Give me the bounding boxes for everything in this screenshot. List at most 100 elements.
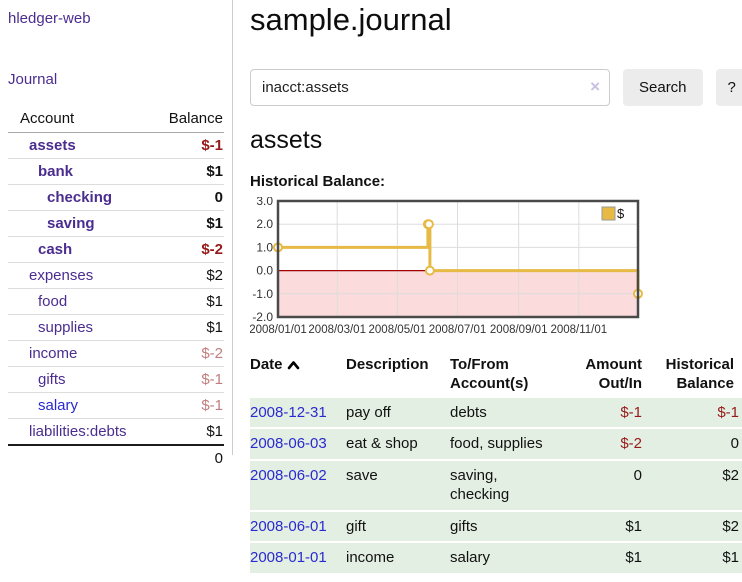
register-row: 2008-01-01 income salary $1 $1 (250, 541, 742, 573)
accounts-total-row: 0 (8, 444, 224, 471)
sort-ascending-icon (287, 360, 299, 369)
transaction-amount: $-1 (574, 397, 650, 429)
nav-journal-link[interactable]: Journal (8, 71, 58, 88)
account-link[interactable]: checking (47, 189, 113, 206)
account-link[interactable]: cash (38, 241, 73, 258)
transaction-date-link[interactable]: 2008-12-31 (250, 403, 327, 421)
transaction-balance: $-1 (650, 397, 742, 429)
register-table: Date Description To/From Account(s) Amou… (250, 353, 742, 573)
register-row: 2008-06-02 save saving, checking 0 $2 (250, 458, 742, 511)
chart-title: Historical Balance: (250, 172, 386, 190)
transaction-description: eat & shop (346, 427, 450, 460)
account-balance: $1 (206, 163, 223, 180)
account-link[interactable]: salary (38, 397, 79, 414)
account-row: liabilities:debts $1 (8, 418, 224, 446)
account-row: salary $-1 (8, 392, 224, 419)
account-row: income $-2 (8, 340, 224, 367)
account-link[interactable]: gifts (38, 371, 66, 388)
app-title-link[interactable]: hledger-web (8, 10, 91, 27)
col-date-label: Date (250, 355, 283, 373)
transaction-description: pay off (346, 397, 450, 429)
y-axis-tick-label: 1.0 (256, 240, 273, 254)
search-box: × (250, 68, 610, 106)
transaction-accounts: gifts (450, 509, 574, 543)
account-balance: $-1 (201, 137, 223, 154)
transaction-date-link[interactable]: 2008-06-03 (250, 435, 327, 453)
accounts-table: Account Balance assets $-1 bank $1 checking 0… (8, 106, 224, 471)
account-link[interactable]: expenses (29, 267, 94, 284)
account-link[interactable]: assets (29, 137, 76, 154)
account-balance: $-1 (201, 397, 223, 414)
register-header-row: Date Description To/From Account(s) Amou… (250, 353, 742, 398)
y-axis-tick-label: -1.0 (252, 286, 273, 300)
legend-label: $ (617, 206, 625, 221)
account-link[interactable]: food (38, 293, 68, 310)
search-button[interactable]: Search (623, 68, 703, 106)
transaction-balance: 0 (650, 427, 742, 460)
col-amount-header: Amount Out/In (585, 355, 642, 393)
x-axis-tick-label: 2008/07/01 (429, 324, 487, 336)
account-heading: assets (250, 125, 323, 154)
transaction-amount: 0 (574, 458, 650, 511)
transaction-date-link[interactable]: 2008-01-01 (250, 549, 327, 567)
account-balance: $1 (206, 319, 223, 336)
account-row: bank $1 (8, 158, 224, 185)
y-axis-tick-label: 2.0 (256, 217, 273, 231)
transaction-date-link[interactable]: 2008-06-01 (250, 517, 327, 535)
y-axis-tick-label: 0.0 (256, 263, 273, 277)
main-content: sample.journal × Search ? assets Histori… (233, 0, 742, 573)
account-balance: $1 (206, 293, 223, 310)
accounts-total-spacer (8, 444, 146, 471)
transaction-amount: $-2 (574, 427, 650, 460)
data-point-marker (423, 218, 434, 229)
transaction-amount: $1 (574, 509, 650, 543)
account-link[interactable]: liabilities:debts (29, 423, 127, 440)
account-balance: $-1 (201, 371, 223, 388)
transaction-balance: $1 (650, 541, 742, 573)
register-row: 2008-06-03 eat & shop food, supplies $-2 0 (250, 427, 742, 460)
x-axis-tick-label: 2008/11/01 (550, 324, 607, 336)
clear-search-icon[interactable]: × (590, 76, 600, 96)
col-description-header: Description (346, 355, 429, 373)
register-row: 2008-12-31 pay off debts $-1 $-1 (250, 397, 742, 429)
sidebar: hledger-web Journal Account Balance asse… (0, 0, 233, 471)
search-form: × Search ? (250, 68, 742, 106)
transaction-accounts: saving, checking (450, 458, 574, 511)
account-link[interactable]: bank (38, 163, 74, 180)
y-axis-tick-label: -2.0 (252, 310, 273, 324)
accounts-total-value: 0 (145, 444, 224, 471)
account-balance: $-2 (201, 345, 223, 362)
transaction-description: income (346, 541, 450, 573)
transaction-balance: $2 (650, 509, 742, 543)
account-row: checking 0 (8, 184, 224, 211)
account-balance: $1 (206, 423, 223, 440)
transaction-accounts: food, supplies (450, 427, 574, 460)
y-axis-tick-label: 3.0 (256, 197, 273, 208)
account-link[interactable]: supplies (38, 319, 94, 336)
accounts-header-balance: Balance (145, 106, 224, 133)
account-row: expenses $2 (8, 262, 224, 289)
col-date-header[interactable]: Date (250, 353, 346, 398)
transaction-accounts: salary (450, 541, 574, 573)
help-button[interactable]: ? (715, 68, 742, 106)
col-balance-header: Historical Balance (665, 355, 734, 393)
account-row: cash $-2 (8, 236, 224, 263)
account-row: food $1 (8, 288, 224, 315)
account-link[interactable]: income (29, 345, 78, 362)
account-balance: 0 (214, 189, 223, 206)
x-axis-tick-label: 2008/05/01 (369, 324, 427, 336)
account-link[interactable]: saving (47, 215, 95, 232)
accounts-header-account: Account (8, 106, 146, 133)
account-balance: $-2 (201, 241, 223, 258)
accounts-header-row: Account Balance (8, 106, 224, 133)
search-input[interactable] (250, 68, 610, 106)
account-balance: $1 (206, 215, 223, 232)
data-point-marker (424, 265, 435, 276)
legend-swatch (601, 206, 616, 221)
register-row: 2008-06-01 gift gifts $1 $2 (250, 509, 742, 543)
transaction-date-link[interactable]: 2008-06-02 (250, 466, 327, 484)
transaction-balance: $2 (650, 458, 742, 511)
col-accounts-header: To/From Account(s) (450, 355, 529, 393)
